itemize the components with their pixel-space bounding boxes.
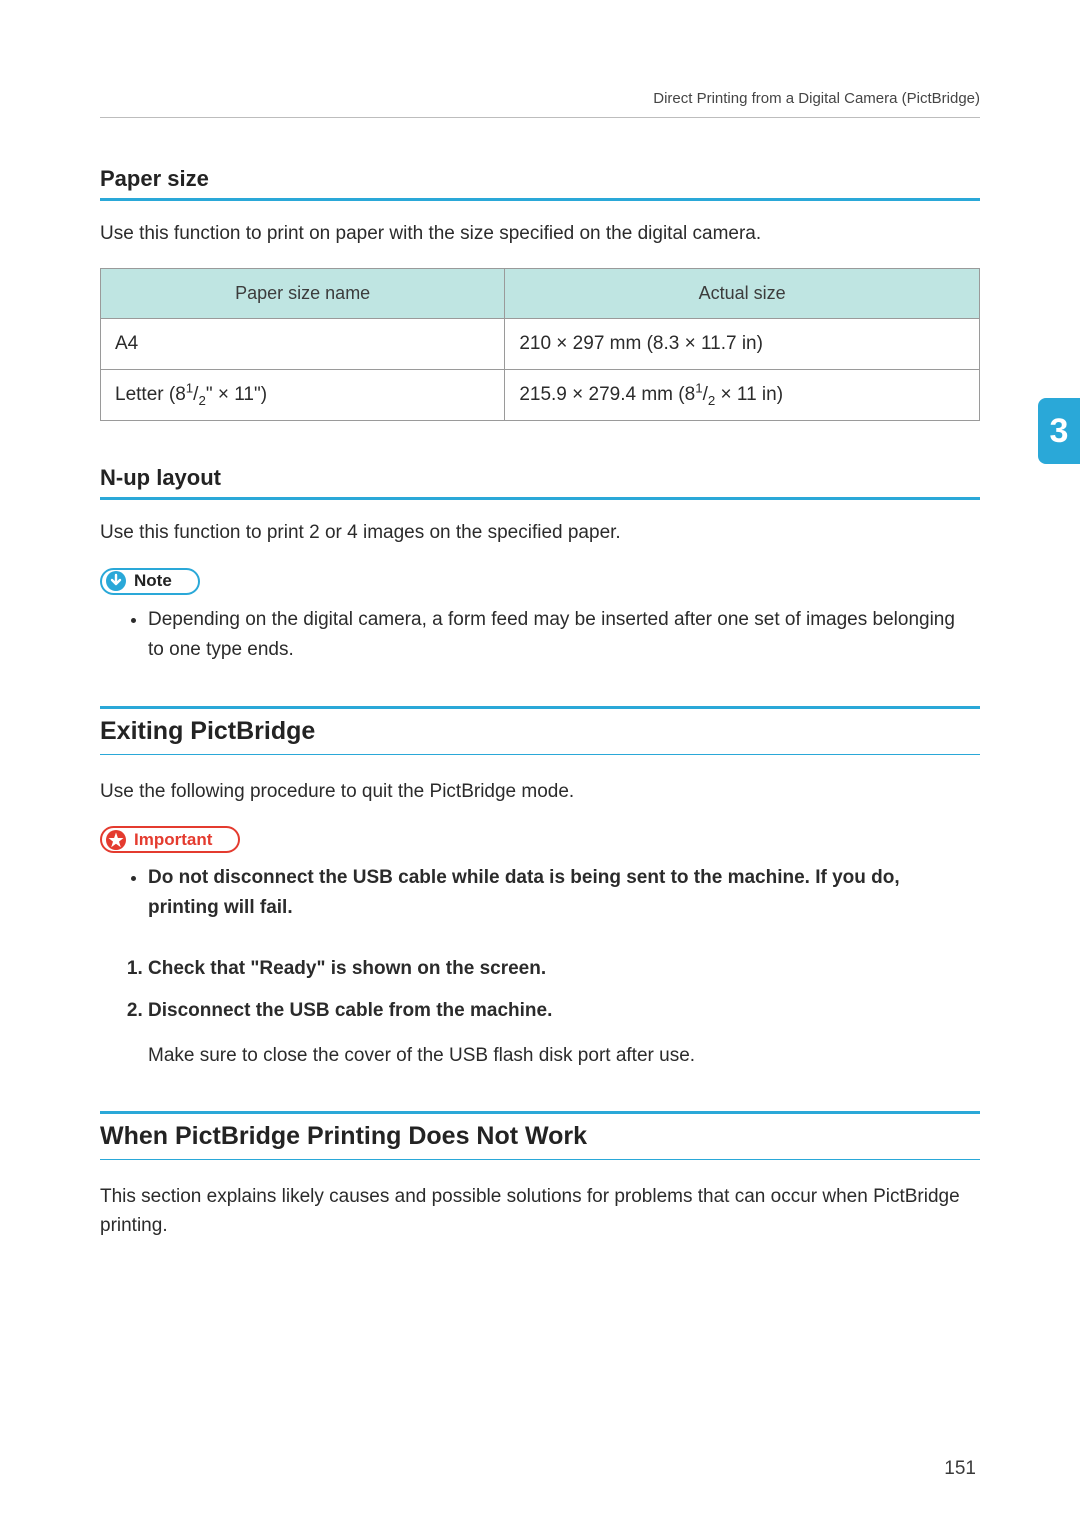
exiting-steps: Check that "Ready" is shown on the scree… <box>100 954 980 1071</box>
chapter-index-tab: 3 <box>1038 398 1080 464</box>
running-header: Direct Printing from a Digital Camera (P… <box>100 90 980 118</box>
step-text: Disconnect the USB cable from the machin… <box>148 1000 552 1021</box>
table-row: A4 210 × 297 mm (8.3 × 11.7 in) <box>101 319 980 370</box>
cell-paper-name: Letter (81/2" × 11") <box>101 370 505 421</box>
cell-actual-size: 215.9 × 279.4 mm (81/2 × 11 in) <box>505 370 980 421</box>
important-bullet-list: Do not disconnect the USB cable while da… <box>100 863 980 924</box>
page-number: 151 <box>944 1458 976 1480</box>
note-callout: Note <box>100 568 200 595</box>
important-callout: Important <box>100 826 240 853</box>
list-item: Depending on the digital camera, a form … <box>148 605 980 666</box>
cell-actual-size: 210 × 297 mm (8.3 × 11.7 in) <box>505 319 980 370</box>
heading-paper-size: Paper size <box>100 166 980 201</box>
col-paper-name: Paper size name <box>101 269 505 319</box>
note-bullet-list: Depending on the digital camera, a form … <box>100 605 980 666</box>
page-content: Direct Printing from a Digital Camera (P… <box>0 0 1080 1321</box>
troubleshoot-intro: This section explains likely causes and … <box>100 1182 980 1241</box>
important-icon <box>104 828 128 852</box>
note-icon <box>104 569 128 593</box>
exiting-intro: Use the following procedure to quit the … <box>100 777 980 806</box>
list-item: Check that "Ready" is shown on the scree… <box>148 954 980 984</box>
nup-intro: Use this function to print 2 or 4 images… <box>100 518 980 547</box>
step-text: Check that "Ready" is shown on the scree… <box>148 958 546 979</box>
step-subtext: Make sure to close the cover of the USB … <box>148 1041 970 1071</box>
list-item: Do not disconnect the USB cable while da… <box>148 863 980 924</box>
heading-exiting: Exiting PictBridge <box>100 706 980 755</box>
note-label: Note <box>134 571 172 591</box>
heading-troubleshoot: When PictBridge Printing Does Not Work <box>100 1111 980 1160</box>
paper-size-table: Paper size name Actual size A4 210 × 297… <box>100 268 980 421</box>
list-item: Disconnect the USB cable from the machin… <box>148 996 980 1071</box>
important-label: Important <box>134 830 212 850</box>
table-header-row: Paper size name Actual size <box>101 269 980 319</box>
col-actual-size: Actual size <box>505 269 980 319</box>
table-row: Letter (81/2" × 11") 215.9 × 279.4 mm (8… <box>101 370 980 421</box>
cell-paper-name: A4 <box>101 319 505 370</box>
paper-size-intro: Use this function to print on paper with… <box>100 219 980 248</box>
heading-nup: N-up layout <box>100 465 980 500</box>
